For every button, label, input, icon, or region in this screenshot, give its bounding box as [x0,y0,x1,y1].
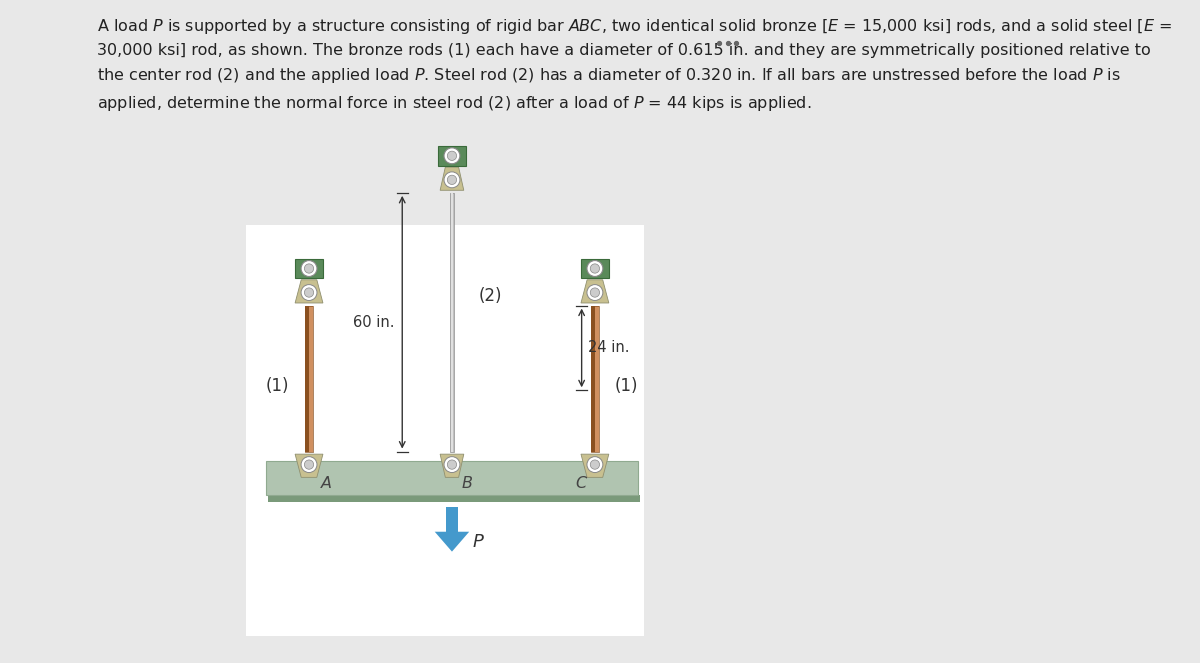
Text: 60 in.: 60 in. [353,315,395,330]
Text: (1): (1) [265,377,289,395]
Bar [581,259,608,278]
Polygon shape [295,454,323,477]
Text: $A$: $A$ [319,475,332,491]
Circle shape [587,261,602,276]
Text: (1): (1) [614,377,638,395]
Circle shape [301,284,317,300]
Circle shape [448,175,457,184]
Circle shape [305,288,313,297]
Bar [310,306,313,452]
Bar [590,306,595,452]
Polygon shape [295,280,323,303]
Circle shape [305,264,313,273]
Circle shape [590,460,600,469]
Bar [451,193,452,452]
Polygon shape [581,454,608,477]
Bar [295,259,323,278]
Polygon shape [440,167,463,190]
Circle shape [305,460,313,469]
Text: (2): (2) [479,287,502,306]
Bar [590,306,599,452]
Circle shape [590,288,600,297]
Polygon shape [440,454,463,477]
Bar [305,306,313,452]
Circle shape [444,172,460,188]
Text: $P$: $P$ [472,532,485,551]
Bar [450,193,455,452]
Circle shape [301,457,317,473]
Circle shape [444,457,460,473]
Bar [246,225,644,636]
Polygon shape [434,532,469,552]
Text: 24 in.: 24 in. [588,340,630,355]
Circle shape [448,460,457,469]
Circle shape [448,151,457,160]
Text: $C$: $C$ [575,475,588,491]
Bar [595,306,599,452]
Circle shape [590,264,600,273]
Polygon shape [581,280,608,303]
Circle shape [587,284,602,300]
Bar [438,146,466,166]
Circle shape [444,148,460,164]
Circle shape [587,457,602,473]
Bar [269,495,640,502]
Text: $B$: $B$ [461,475,473,491]
Bar [266,461,637,495]
Circle shape [301,261,317,276]
Text: A load $P$ is supported by a structure consisting of rigid bar $ABC$, two identi: A load $P$ is supported by a structure c… [97,17,1172,113]
Bar [446,507,458,533]
Bar [305,306,310,452]
